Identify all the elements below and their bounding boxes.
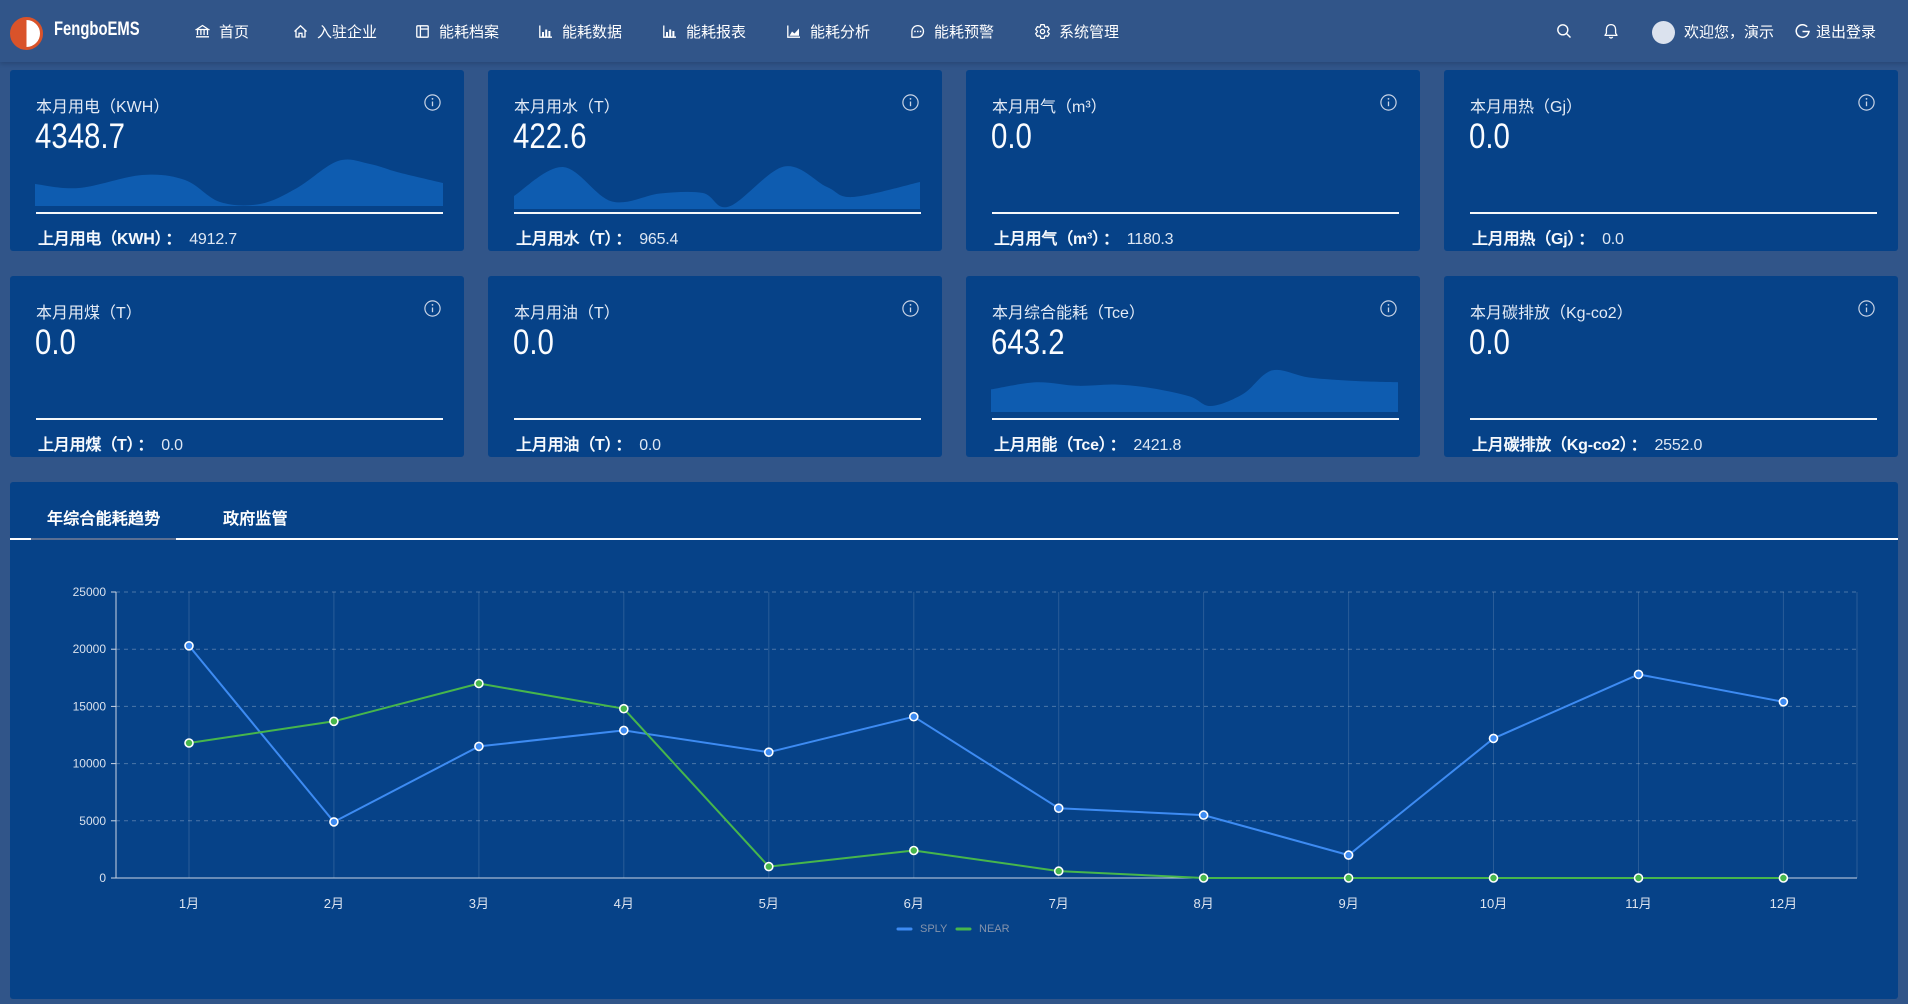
svg-text:9月: 9月 [1338,896,1358,911]
svg-text:7月: 7月 [1049,896,1069,911]
svg-text:8月: 8月 [1193,896,1213,911]
svg-text:SPLY: SPLY [920,923,948,935]
svg-text:6月: 6月 [904,896,924,911]
svg-text:5000: 5000 [79,814,106,828]
svg-text:3月: 3月 [469,896,489,911]
svg-text:5月: 5月 [759,896,779,911]
svg-text:25000: 25000 [73,585,107,599]
svg-text:4月: 4月 [614,896,634,911]
svg-text:12月: 12月 [1770,896,1797,911]
svg-text:NEAR: NEAR [979,923,1010,935]
svg-text:0: 0 [99,871,106,885]
svg-text:2月: 2月 [324,896,344,911]
svg-text:15000: 15000 [73,699,107,713]
svg-text:11月: 11月 [1625,896,1652,911]
svg-text:20000: 20000 [73,642,107,656]
svg-text:10月: 10月 [1480,896,1507,911]
svg-text:1月: 1月 [179,896,199,911]
svg-text:10000: 10000 [73,757,107,771]
